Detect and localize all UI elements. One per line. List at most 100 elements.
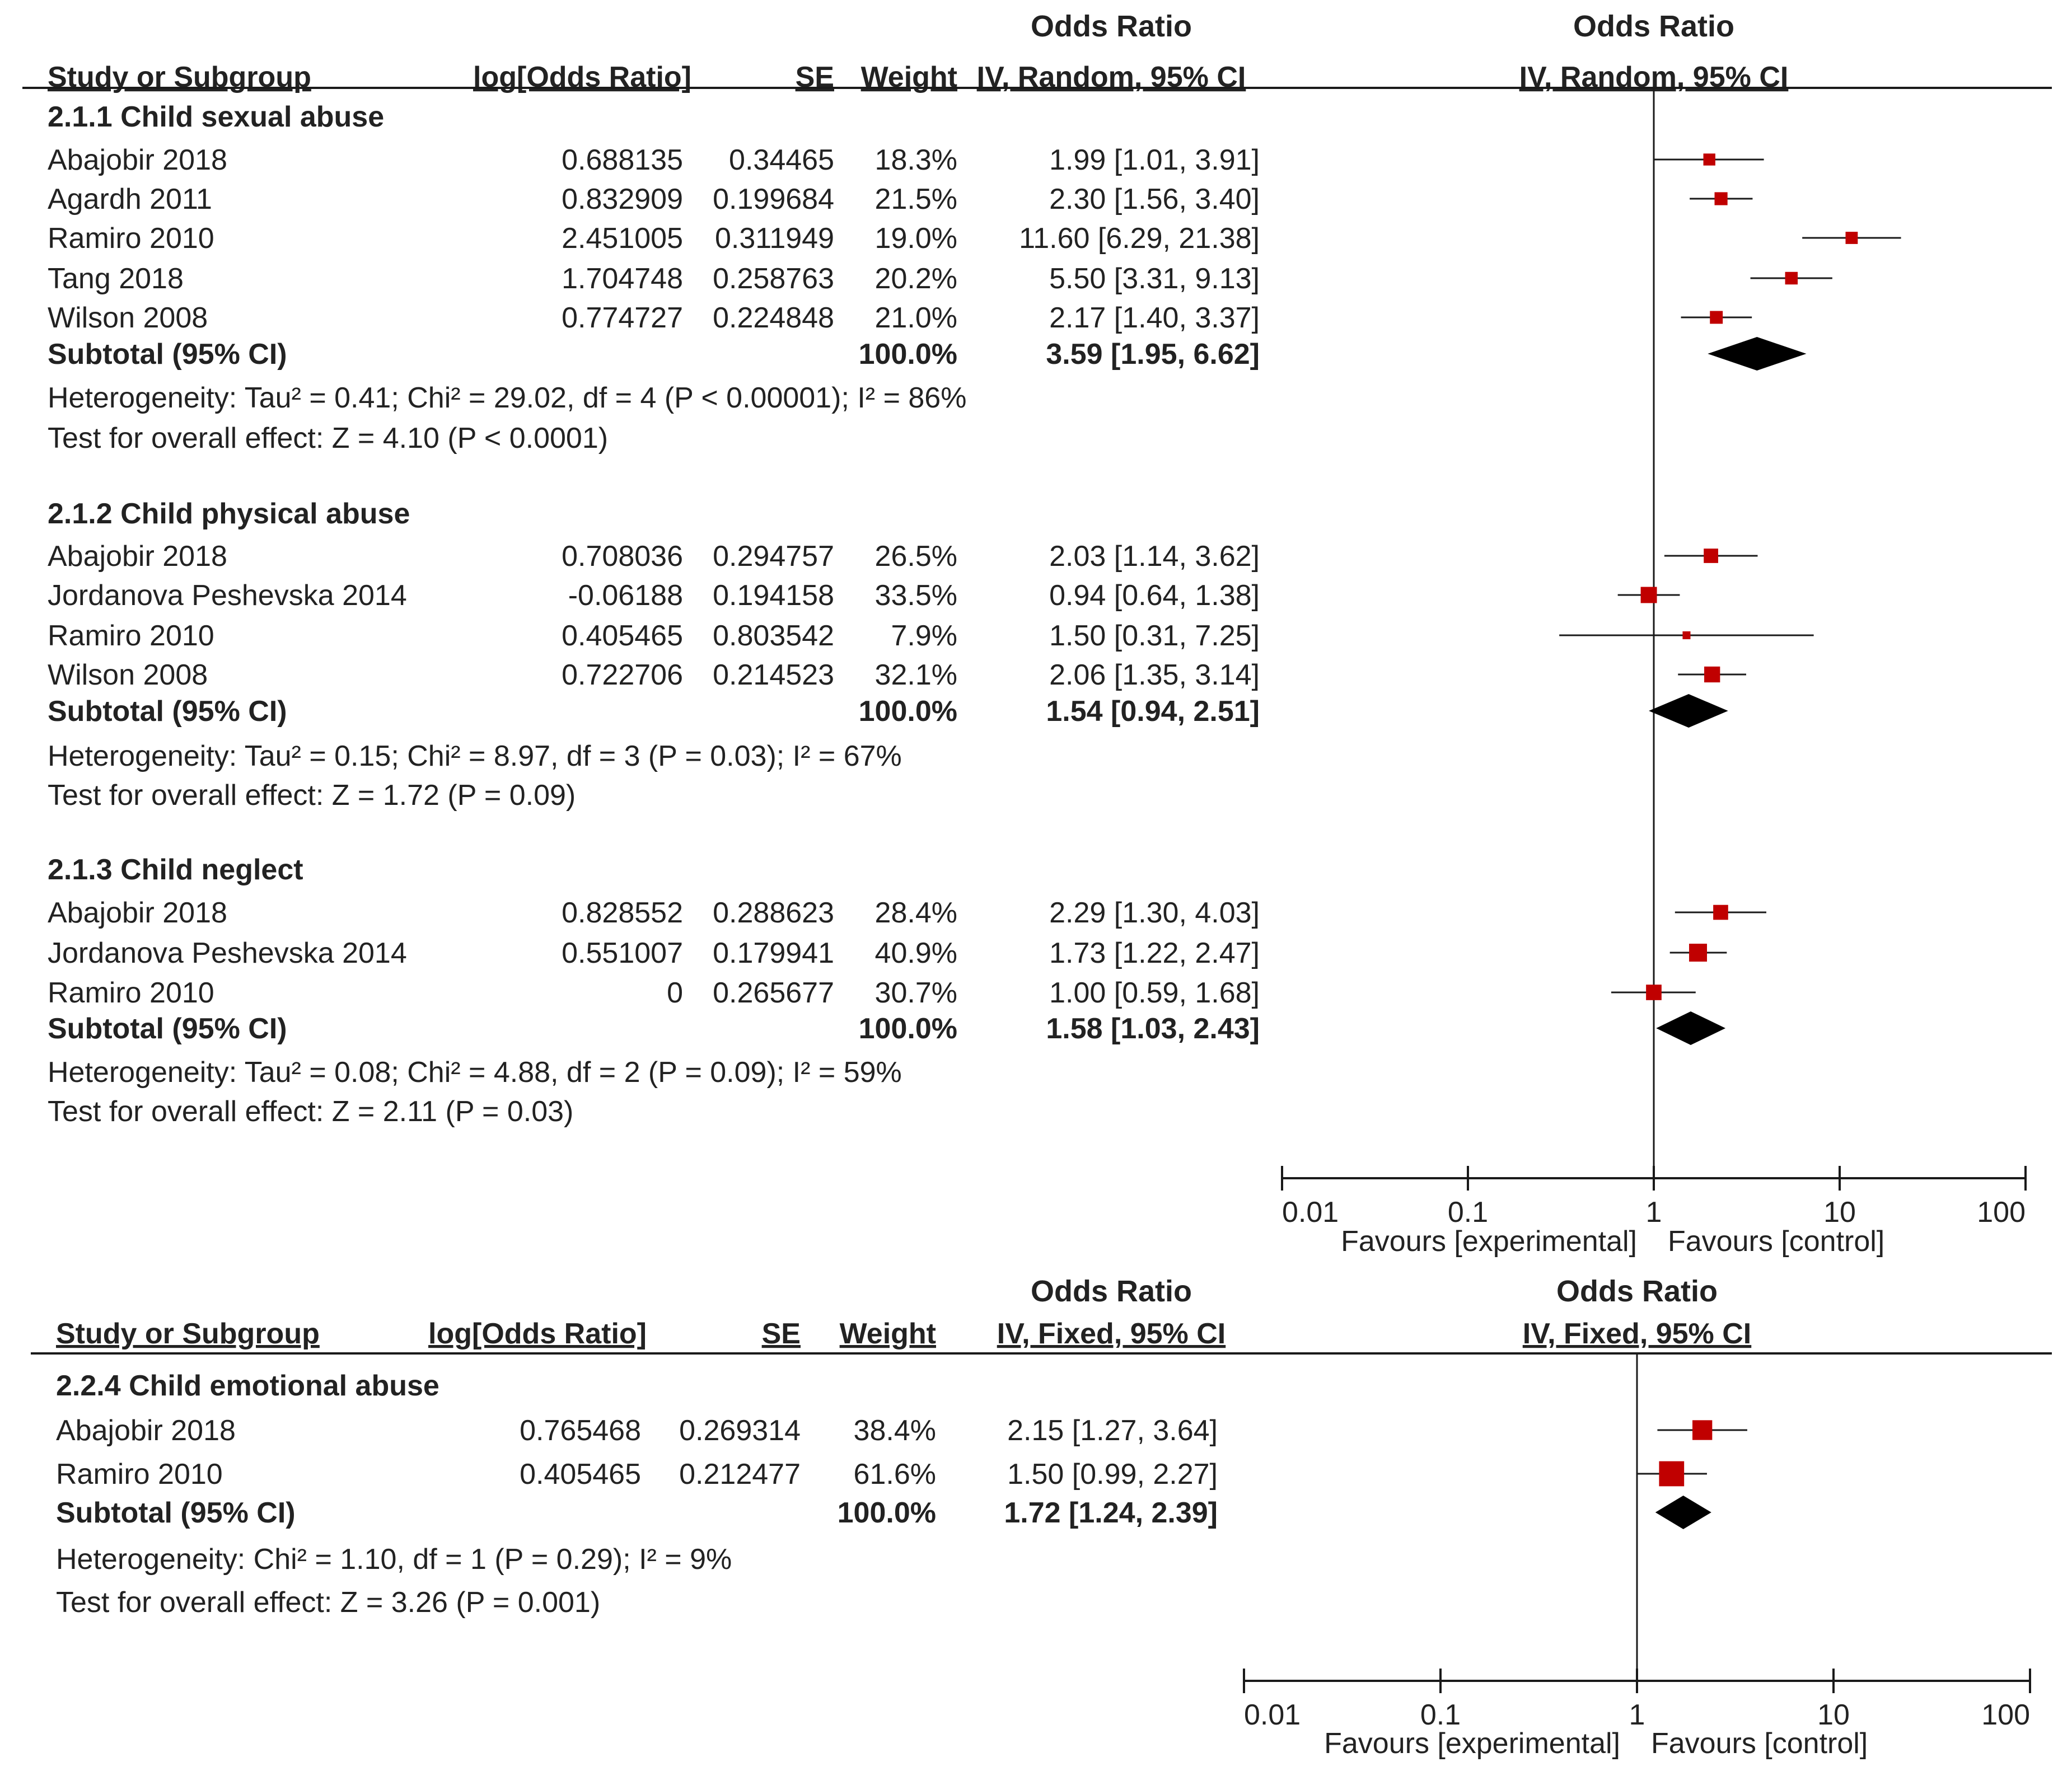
subtotal-diamond xyxy=(1708,337,1807,371)
study-logor: -0.06188 xyxy=(568,579,683,612)
study-logor: 0.708036 xyxy=(562,540,683,573)
x-axis-tick-label: 0.01 xyxy=(1244,1699,1301,1731)
study-se: 0.179941 xyxy=(713,937,834,969)
study-se: 0.224848 xyxy=(713,302,834,334)
study-or-ci: 11.60 [6.29, 21.38] xyxy=(1019,222,1260,255)
study-weight: 33.5% xyxy=(875,579,957,612)
study-logor: 0.828552 xyxy=(562,897,683,929)
or-column-title: Odds Ratio xyxy=(1031,10,1192,43)
x-axis-tick-label: 1 xyxy=(1629,1699,1645,1731)
x-axis-tick-label: 10 xyxy=(1823,1196,1856,1229)
study-point-estimate xyxy=(1646,985,1662,1000)
study-name: Abajobir 2018 xyxy=(48,144,227,176)
study-or-ci: 2.30 [1.56, 3.40] xyxy=(1049,183,1260,215)
x-axis-tick-label: 0.01 xyxy=(1282,1196,1339,1229)
or-column-title: Odds Ratio xyxy=(1031,1274,1192,1308)
study-point-estimate xyxy=(1689,944,1708,962)
study-se: 0.212477 xyxy=(679,1458,801,1491)
study-weight: 18.3% xyxy=(875,144,957,176)
subtotal-weight: 100.0% xyxy=(859,695,957,728)
study-logor: 1.704748 xyxy=(562,263,683,295)
favours-left-label: Favours [experimental] xyxy=(1324,1727,1620,1760)
study-name: Ramiro 2010 xyxy=(56,1458,223,1491)
subtotal-label: Subtotal (95% CI) xyxy=(48,1013,287,1045)
study-se: 0.288623 xyxy=(713,897,834,929)
study-point-estimate xyxy=(1704,666,1720,683)
study-weight: 61.6% xyxy=(854,1458,936,1491)
study-logor: 0.722706 xyxy=(562,659,683,691)
study-weight: 21.5% xyxy=(875,183,957,215)
study-or-ci: 1.73 [1.22, 2.47] xyxy=(1049,937,1260,969)
study-weight: 28.4% xyxy=(875,897,957,929)
study-weight: 40.9% xyxy=(875,937,957,969)
study-or-ci: 5.50 [3.31, 9.13] xyxy=(1049,263,1260,295)
study-or-ci: 2.03 [1.14, 3.62] xyxy=(1049,540,1260,573)
x-axis-tick-label: 100 xyxy=(1977,1196,2026,1229)
study-name: Wilson 2008 xyxy=(48,659,208,691)
study-logor: 0.405465 xyxy=(562,620,683,652)
x-axis-tick-label: 10 xyxy=(1817,1699,1850,1731)
study-point-estimate xyxy=(1710,311,1723,324)
study-weight: 32.1% xyxy=(875,659,957,691)
study-weight: 21.0% xyxy=(875,302,957,334)
subtotal-diamond xyxy=(1649,694,1728,728)
favours-left-label: Favours [experimental] xyxy=(1341,1225,1637,1258)
heterogeneity-text: Heterogeneity: Chi² = 1.10, df = 1 (P = … xyxy=(56,1543,732,1576)
study-point-estimate xyxy=(1713,905,1728,920)
study-or-ci: 1.00 [0.59, 1.68] xyxy=(1049,977,1260,1009)
study-name: Abajobir 2018 xyxy=(48,540,227,573)
plot-column-title: Odds Ratio xyxy=(1573,10,1734,43)
x-axis-tick-label: 100 xyxy=(1981,1699,2030,1731)
heterogeneity-text: Heterogeneity: Tau² = 0.15; Chi² = 8.97,… xyxy=(48,740,902,772)
study-se: 0.194158 xyxy=(713,579,834,612)
subtotal-weight: 100.0% xyxy=(859,1013,957,1045)
subtotal-label: Subtotal (95% CI) xyxy=(48,695,287,728)
header-plot-method: IV, Fixed, 95% CI xyxy=(1523,1318,1751,1350)
subtotal-label: Subtotal (95% CI) xyxy=(48,338,287,371)
subtotal-weight: 100.0% xyxy=(838,1497,936,1529)
study-or-ci: 1.50 [0.99, 2.27] xyxy=(1007,1458,1218,1491)
study-point-estimate xyxy=(1845,232,1858,244)
header-study: Study or Subgroup xyxy=(56,1318,320,1350)
study-logor: 0.774727 xyxy=(562,302,683,334)
study-or-ci: 0.94 [0.64, 1.38] xyxy=(1049,579,1260,612)
study-point-estimate xyxy=(1692,1420,1713,1440)
study-or-ci: 2.06 [1.35, 3.14] xyxy=(1049,659,1260,691)
study-point-estimate xyxy=(1714,192,1728,205)
study-weight: 38.4% xyxy=(854,1414,936,1447)
x-axis-tick-label: 0.1 xyxy=(1448,1196,1488,1229)
study-weight: 7.9% xyxy=(891,620,957,652)
study-name: Jordanova Peshevska 2014 xyxy=(48,937,407,969)
study-logor: 0.551007 xyxy=(562,937,683,969)
x-axis-tick-label: 0.1 xyxy=(1420,1699,1461,1731)
subtotal-or-ci: 1.58 [1.03, 2.43] xyxy=(1046,1013,1260,1045)
plot-column-title: Odds Ratio xyxy=(1556,1274,1718,1308)
study-se: 0.214523 xyxy=(713,659,834,691)
subtotal-label: Subtotal (95% CI) xyxy=(56,1497,296,1529)
x-axis-tick-label: 1 xyxy=(1646,1196,1662,1229)
study-se: 0.265677 xyxy=(713,977,834,1009)
study-point-estimate xyxy=(1682,631,1691,640)
subtotal-diamond xyxy=(1655,1496,1711,1529)
study-name: Ramiro 2010 xyxy=(48,222,214,255)
overall-effect-text: Test for overall effect: Z = 2.11 (P = 0… xyxy=(48,1095,573,1128)
overall-effect-text: Test for overall effect: Z = 3.26 (P = 0… xyxy=(56,1586,600,1619)
study-logor: 0.688135 xyxy=(562,144,683,176)
subtotal-diamond xyxy=(1656,1011,1726,1045)
study-or-ci: 2.15 [1.27, 3.64] xyxy=(1007,1414,1218,1447)
favours-right-label: Favours [control] xyxy=(1668,1225,1884,1258)
overall-effect-text: Test for overall effect: Z = 4.10 (P < 0… xyxy=(48,422,608,454)
subgroup-title: 2.1.1 Child sexual abuse xyxy=(48,101,384,133)
subgroup-title: 2.2.4 Child emotional abuse xyxy=(56,1370,439,1402)
study-point-estimate xyxy=(1704,549,1718,563)
study-name: Agardh 2011 xyxy=(48,183,212,215)
study-se: 0.803542 xyxy=(713,620,834,652)
study-name: Jordanova Peshevska 2014 xyxy=(48,579,407,612)
favours-right-label: Favours [control] xyxy=(1651,1727,1868,1760)
overall-effect-text: Test for overall effect: Z = 1.72 (P = 0… xyxy=(48,779,576,812)
study-or-ci: 2.17 [1.40, 3.37] xyxy=(1049,302,1260,334)
subtotal-or-ci: 1.72 [1.24, 2.39] xyxy=(1004,1497,1218,1529)
subtotal-or-ci: 3.59 [1.95, 6.62] xyxy=(1046,338,1260,371)
study-point-estimate xyxy=(1659,1461,1685,1487)
